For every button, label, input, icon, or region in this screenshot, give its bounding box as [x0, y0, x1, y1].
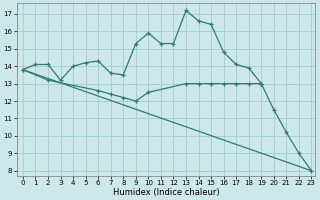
- X-axis label: Humidex (Indice chaleur): Humidex (Indice chaleur): [113, 188, 219, 197]
